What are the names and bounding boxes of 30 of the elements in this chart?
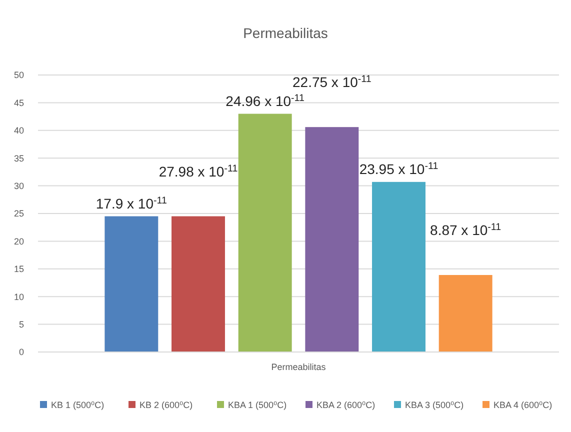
y-tick-label: 5 xyxy=(18,319,24,330)
y-tick-label: 45 xyxy=(14,98,24,108)
annotation-text: 24.96 x 10$^{-11}$ xyxy=(226,92,304,109)
bar xyxy=(372,182,426,352)
legend-label: KBA 3 (500⁰C) xyxy=(405,400,464,410)
legend-label: KBA 1 (500⁰C) xyxy=(228,400,287,410)
annotation-text: 23.95 x 10$^{-11}$ xyxy=(359,160,438,177)
y-tick-label: 35 xyxy=(14,153,24,164)
legend-label: KB 1 (500⁰C) xyxy=(51,400,104,410)
y-tick-label: 15 xyxy=(14,264,24,274)
legend-label: KB 2 (600⁰C) xyxy=(140,400,193,410)
y-tick-label: 0 xyxy=(18,347,24,358)
bar xyxy=(238,114,292,352)
y-tick-label: 25 xyxy=(14,208,24,219)
bar xyxy=(172,216,225,352)
y-tick-label: 20 xyxy=(14,236,24,246)
chart-title: Permeabilitas xyxy=(243,25,328,41)
annotation-text: 22.75 x 10$^{-11}$ xyxy=(292,74,372,90)
bar xyxy=(104,216,158,352)
bar xyxy=(438,274,492,352)
bar xyxy=(305,127,359,352)
annotation-text: 17.9 x 10$^{-11}$ xyxy=(96,194,167,212)
y-tick-label: 40 xyxy=(14,126,24,136)
annotation-text: 27.98 x 10$^{-11}$ xyxy=(158,162,238,180)
legend-label: KBA 4 (600⁰C) xyxy=(494,400,552,410)
legend-label: KBA 2 (600⁰C) xyxy=(316,400,376,410)
y-tick-label: 10 xyxy=(14,292,24,302)
y-tick-label: 50 xyxy=(14,70,24,80)
annotation-text: 8.87 x 10$^{-11}$ xyxy=(430,222,502,238)
y-tick-label: 30 xyxy=(14,180,24,191)
